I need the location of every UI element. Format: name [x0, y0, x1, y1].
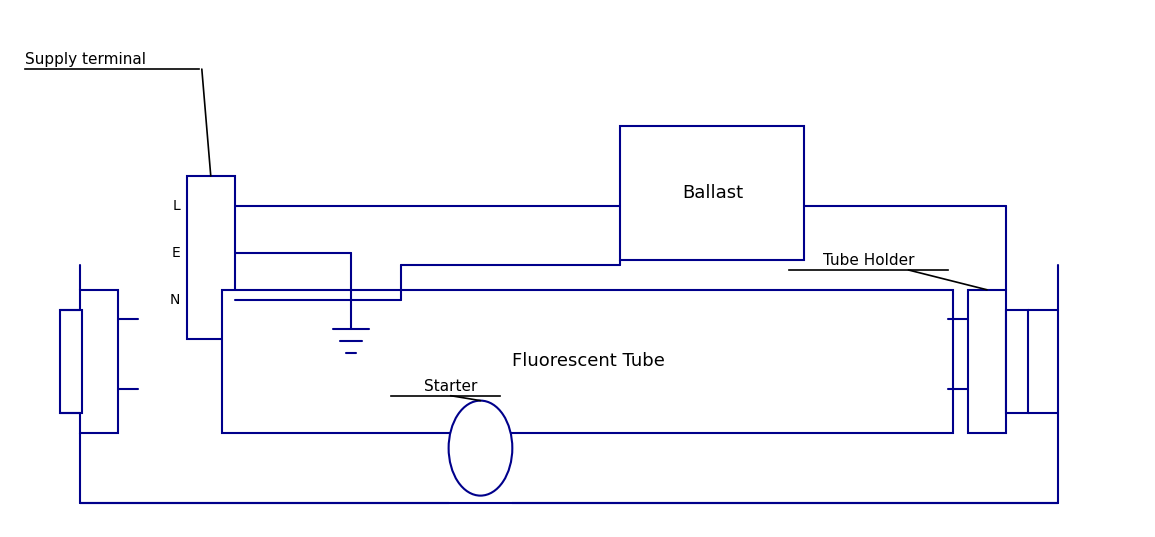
Text: E: E	[171, 246, 180, 260]
Text: Supply terminal: Supply terminal	[24, 52, 146, 67]
Bar	[620, 127, 804, 260]
Text: N: N	[170, 293, 180, 307]
Text: Starter: Starter	[424, 379, 477, 394]
Ellipse shape	[448, 401, 513, 496]
Text: L: L	[172, 199, 180, 213]
Bar	[1006, 309, 1028, 413]
Bar	[222, 290, 953, 433]
Text: Tube Holder: Tube Holder	[822, 253, 915, 268]
Bar	[60, 309, 82, 413]
Bar	[968, 290, 1006, 433]
Text: Ballast: Ballast	[681, 184, 743, 202]
Bar	[81, 290, 118, 433]
Bar	[187, 176, 234, 339]
Text: Fluorescent Tube: Fluorescent Tube	[512, 352, 664, 370]
